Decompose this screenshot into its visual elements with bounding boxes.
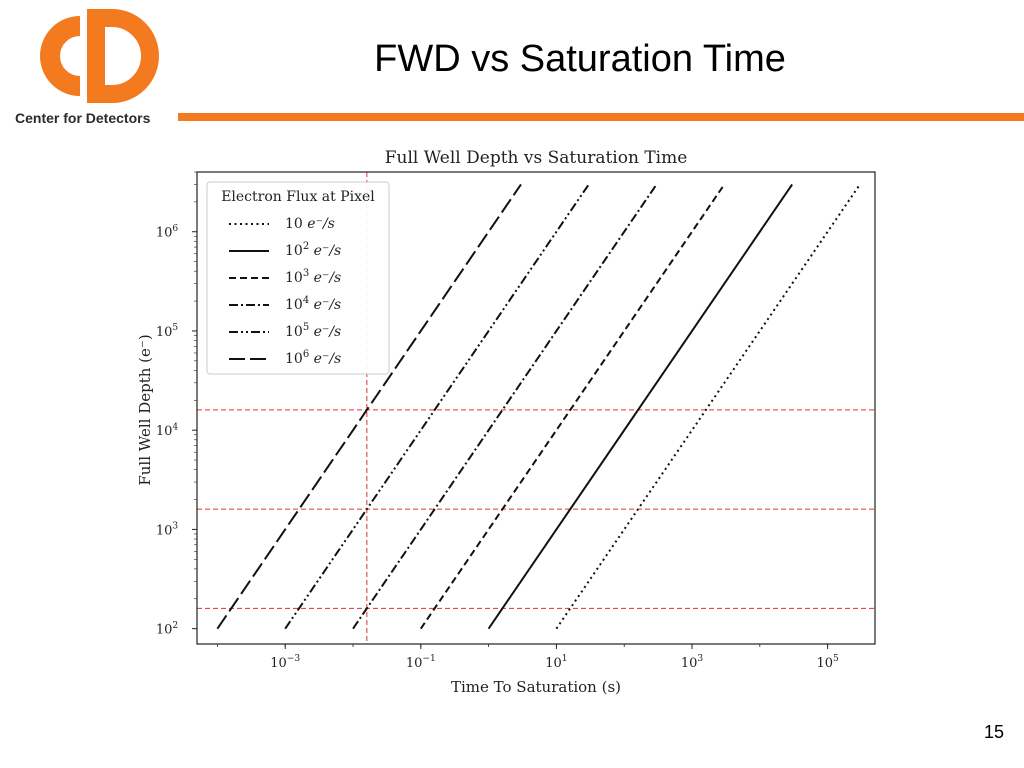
org-name: Center for Detectors xyxy=(15,110,151,126)
series-line-4 xyxy=(352,183,658,630)
y-tick-label-4: 105 xyxy=(156,323,179,340)
chart-title: Full Well Depth vs Saturation Time xyxy=(385,148,688,168)
y-tick-label-1: 102 xyxy=(156,621,178,638)
chart: Full Well Depth vs Saturation Time Time … xyxy=(136,148,876,696)
x-tick-label-1: 10−3 xyxy=(270,654,300,671)
x-axis-label: Time To Saturation (s) xyxy=(451,678,621,696)
legend-label-2: 102 e⁻/s xyxy=(285,241,341,259)
x-tick-label-5: 105 xyxy=(816,654,839,671)
x-tick-label-2: 10−1 xyxy=(406,654,436,671)
x-tick-label-3: 101 xyxy=(545,654,567,671)
y-tick-label-3: 104 xyxy=(156,422,179,439)
x-tick-label-4: 103 xyxy=(681,654,704,671)
legend-label-1: 10 e⁻/s xyxy=(285,216,335,232)
legend-box xyxy=(206,181,390,375)
header-rule xyxy=(178,113,1024,121)
y-axis-label: Full Well Depth (e⁻) xyxy=(136,334,154,485)
legend-label-4: 104 e⁻/s xyxy=(285,295,341,313)
legend-label-5: 105 e⁻/s xyxy=(285,322,341,340)
slide-title: FWD vs Saturation Time xyxy=(374,38,786,80)
y-tick-label-5: 106 xyxy=(156,224,179,241)
plot-frame xyxy=(196,171,876,645)
legend-title: Electron Flux at Pixel xyxy=(221,189,375,205)
series-line-6 xyxy=(216,183,522,630)
legend-label-3: 103 e⁻/s xyxy=(285,268,341,286)
cfd-logo xyxy=(40,8,159,103)
page-number: 15 xyxy=(983,722,1004,742)
series-line-3 xyxy=(419,183,726,630)
legend-label-6: 106 e⁻/s xyxy=(285,349,341,367)
y-tick-label-2: 103 xyxy=(156,522,179,539)
series-line-5 xyxy=(284,183,590,630)
series-line-1 xyxy=(555,183,861,630)
series-line-2 xyxy=(487,183,793,630)
